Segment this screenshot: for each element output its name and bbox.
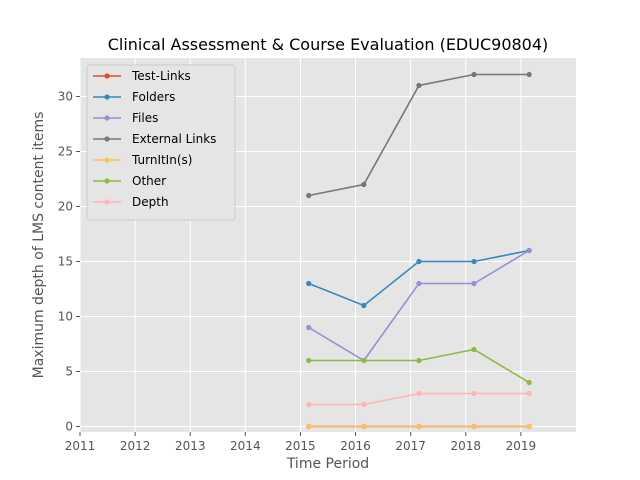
legend-marker [104, 94, 110, 100]
legend-label: TurnItIn(s) [131, 153, 192, 167]
x-tick-label: 2011 [65, 439, 96, 453]
legend-label: Depth [132, 195, 169, 209]
y-tick-label: 20 [58, 200, 73, 214]
x-tick-label: 2018 [451, 439, 482, 453]
legend-marker [104, 157, 110, 163]
legend-label: Other [132, 174, 166, 188]
x-tick-label: 2012 [120, 439, 151, 453]
data-point [471, 71, 477, 78]
data-point [361, 181, 367, 188]
data-point [306, 280, 312, 287]
legend-label: External Links [132, 132, 216, 146]
y-axis-ticks: 0 5 10 15 20 25 30 [58, 90, 80, 434]
y-tick-label: 5 [65, 365, 73, 379]
legend-label: Test-Links [131, 69, 191, 83]
data-point [526, 390, 532, 397]
series-other [306, 346, 532, 386]
legend-item: Other [93, 174, 166, 188]
data-point [526, 379, 532, 386]
y-tick-label: 0 [65, 420, 73, 434]
data-point [471, 390, 477, 397]
data-point [526, 71, 532, 78]
data-point [306, 324, 312, 331]
legend-marker [104, 178, 110, 184]
data-point [471, 423, 477, 430]
legend-marker [104, 73, 110, 79]
data-point [471, 280, 477, 287]
x-tick-label: 2016 [340, 439, 371, 453]
legend-marker [104, 199, 110, 205]
y-tick-label: 25 [58, 145, 73, 159]
y-tick-label: 30 [58, 90, 73, 104]
legend-marker [104, 115, 110, 121]
legend-box [86, 64, 236, 221]
legend-marker [104, 136, 110, 142]
x-tick-label: 2015 [285, 439, 316, 453]
data-point [416, 423, 422, 430]
series-layer [306, 71, 532, 430]
x-tick-label: 2014 [230, 439, 261, 453]
data-point [416, 390, 422, 397]
x-axis-ticks: 2011 2012 2013 2014 2015 2016 2017 2018 2019 [65, 432, 536, 453]
series-external-links [306, 71, 532, 199]
data-point [416, 258, 422, 265]
series-depth [306, 390, 532, 408]
x-axis-label: Time Period [286, 456, 369, 472]
x-tick-label: 2019 [506, 439, 537, 453]
data-point [471, 258, 477, 265]
data-point [361, 401, 367, 408]
data-point [526, 247, 532, 254]
legend-item: Test-Links [93, 69, 191, 83]
legend-item: TurnItIn(s) [93, 153, 192, 167]
data-point [416, 357, 422, 364]
legend-label: Files [132, 111, 158, 125]
data-point [306, 357, 312, 364]
legend-item: Depth [93, 195, 169, 209]
data-point [471, 346, 477, 353]
y-tick-label: 15 [58, 255, 73, 269]
series-files [306, 247, 532, 364]
legend-label: Folders [132, 90, 175, 104]
chart-title: Clinical Assessment & Course Evaluation … [108, 35, 549, 54]
data-point [416, 280, 422, 287]
y-axis-label: Maximum depth of LMS content items [31, 112, 47, 379]
legend-item: Folders [93, 90, 175, 104]
data-point [306, 192, 312, 199]
data-point [416, 82, 422, 89]
legend-item: External Links [93, 132, 216, 146]
series-turnitin-s- [306, 423, 532, 430]
data-point [361, 302, 367, 309]
y-tick-label: 10 [58, 310, 73, 324]
x-tick-label: 2017 [395, 439, 426, 453]
data-point [306, 401, 312, 408]
data-point [306, 423, 312, 430]
data-point [361, 357, 367, 364]
legend: Test-Links Folders Files External Links Turn… [86, 64, 236, 221]
data-point [361, 423, 367, 430]
legend-item: Files [93, 111, 158, 125]
x-tick-label: 2013 [175, 439, 206, 453]
data-point [526, 423, 532, 430]
